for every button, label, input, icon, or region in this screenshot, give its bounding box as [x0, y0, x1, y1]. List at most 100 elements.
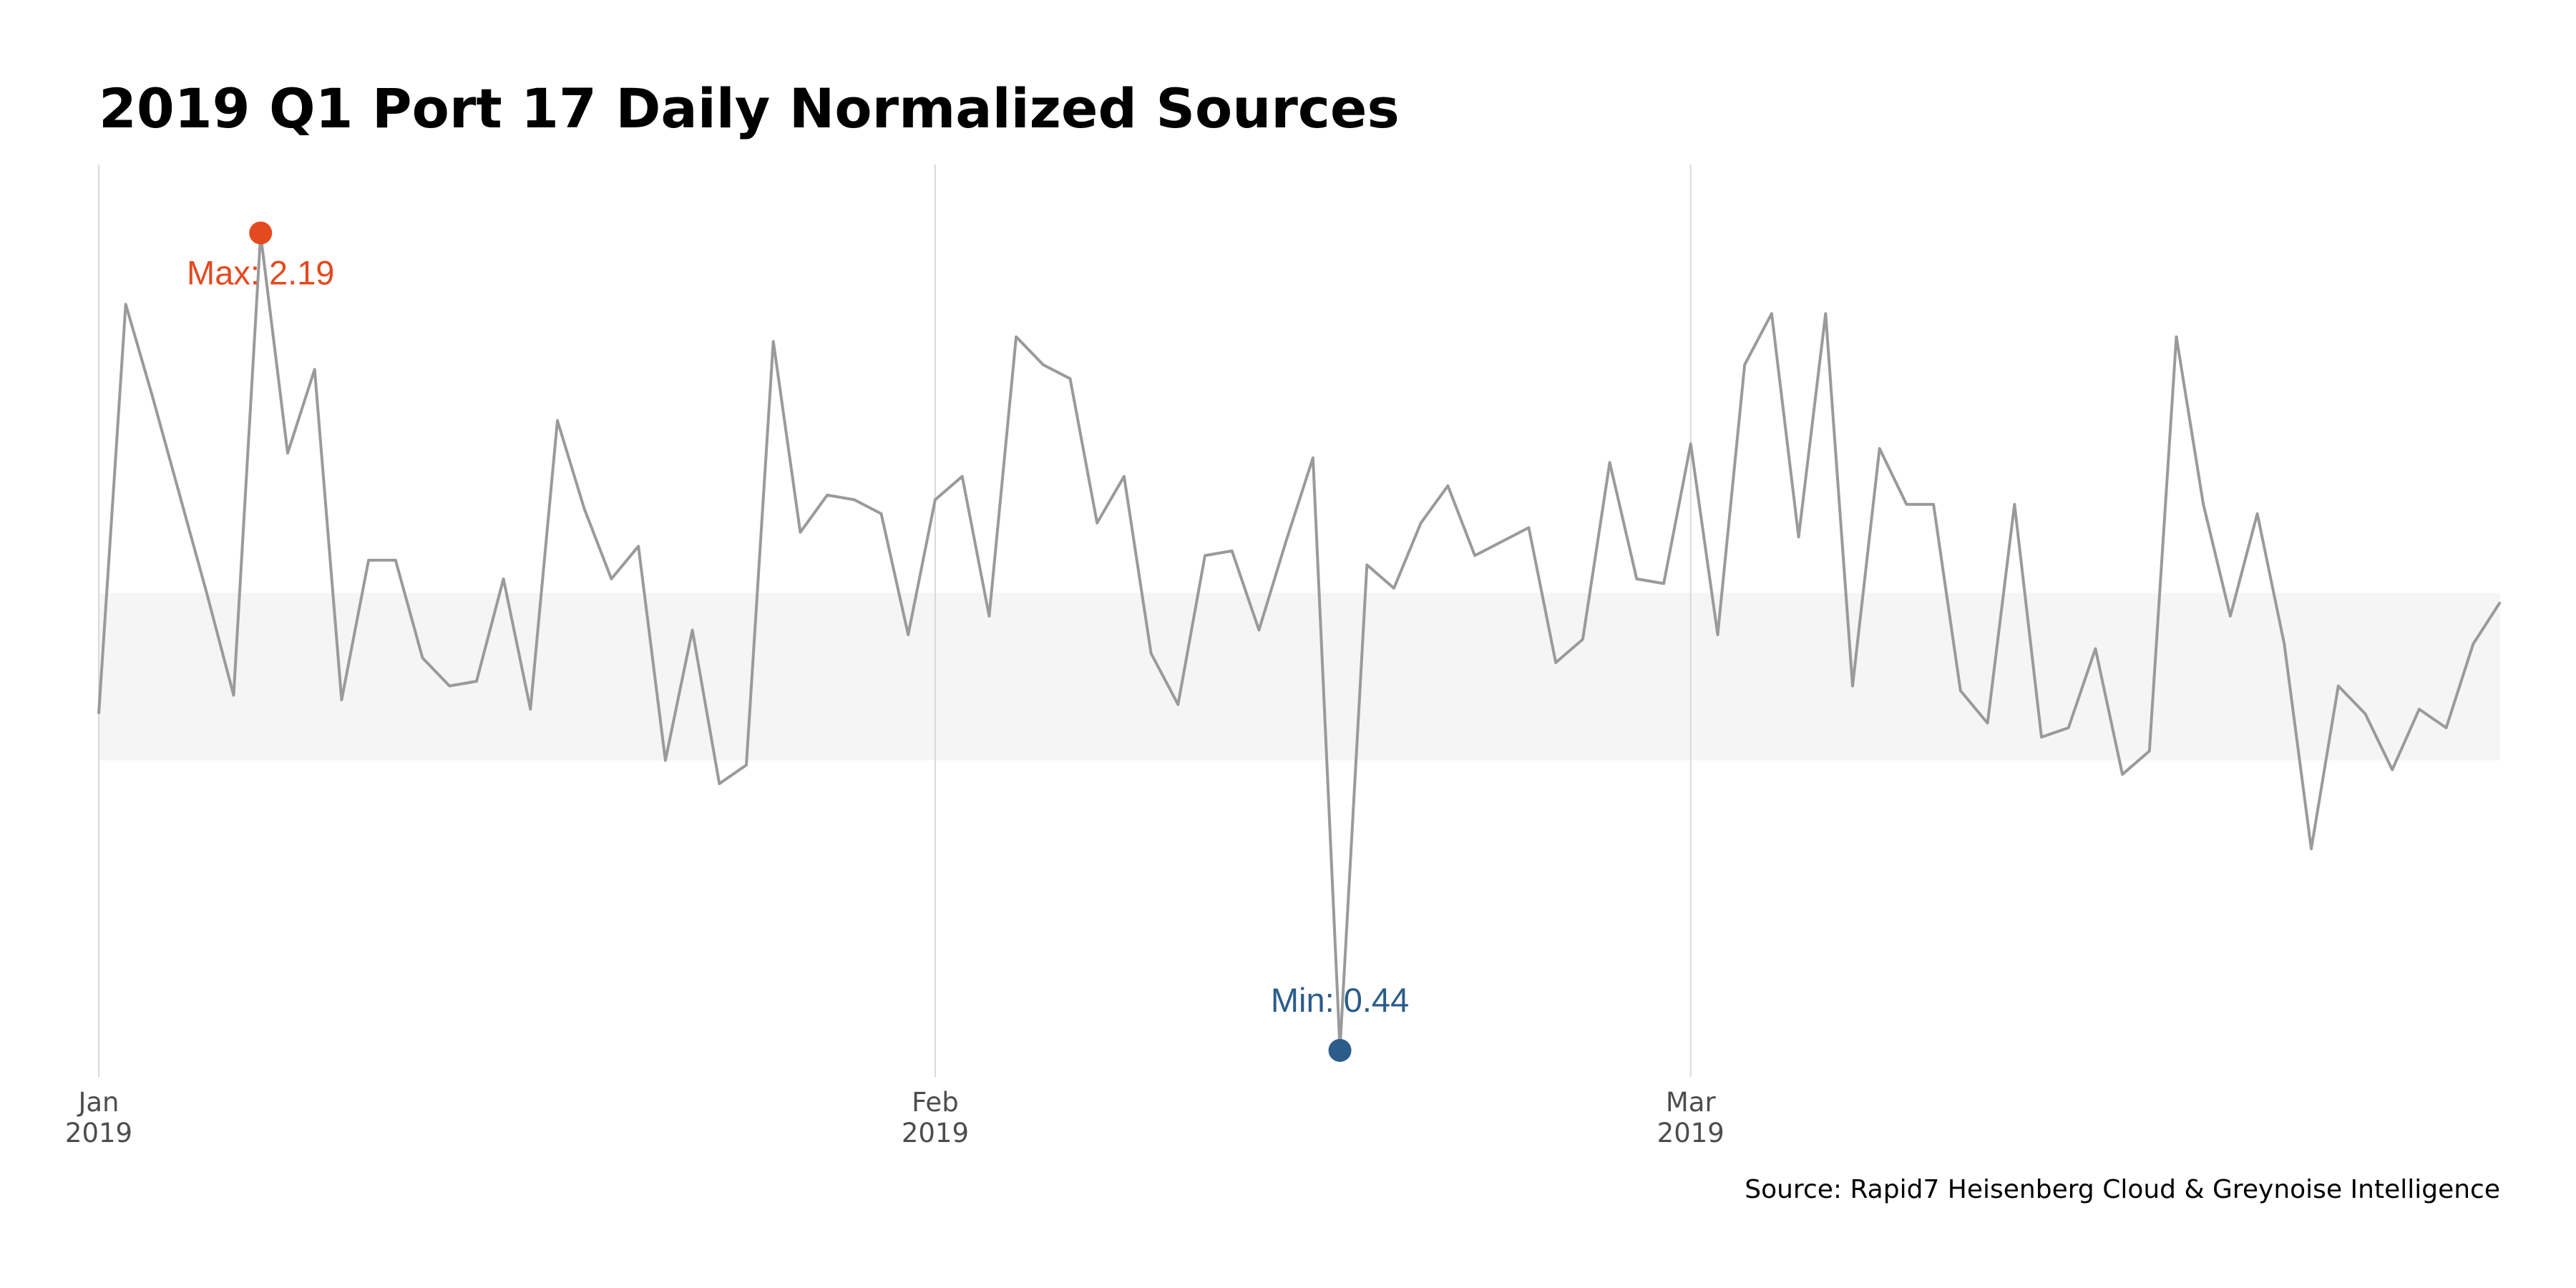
data-point [1068, 376, 1073, 381]
data-point [1662, 582, 1666, 586]
data-point [1014, 335, 1018, 339]
data-point [1634, 577, 1639, 581]
data-point [1742, 363, 1747, 367]
data-point [1392, 586, 1396, 590]
data-point [1445, 484, 1450, 488]
data-point [177, 493, 182, 497]
data-point [1689, 441, 1693, 446]
data-point [609, 577, 613, 581]
data-point [2147, 749, 2152, 753]
data-point [2471, 642, 2475, 646]
data-point [394, 558, 398, 562]
data-point [1203, 553, 1207, 557]
data-point [2417, 707, 2421, 711]
data-point [339, 698, 343, 702]
chart-caption: Source: Rapid7 Heisenberg Cloud & Greyno… [1745, 1175, 2500, 1204]
x-tick-month-label: Jan [77, 1087, 119, 1118]
data-point [825, 493, 829, 497]
data-point [717, 781, 721, 786]
data-point [1149, 651, 1153, 655]
data-point [1931, 502, 1936, 507]
data-point [1176, 703, 1180, 707]
data-point [879, 512, 884, 516]
data-point [744, 763, 748, 767]
data-point [960, 474, 965, 479]
x-tick-month-label: Feb [912, 1087, 959, 1118]
data-point [2175, 335, 2179, 339]
data-point [636, 544, 640, 548]
data-point [1581, 638, 1585, 642]
data-point [798, 530, 802, 535]
data-point [421, 656, 425, 660]
data-point [232, 693, 236, 698]
data-point [502, 577, 506, 581]
data-point [933, 497, 937, 502]
x-tick-year-label: 2019 [1657, 1118, 1724, 1148]
data-point [286, 451, 290, 455]
data-point [987, 614, 991, 618]
data-point [1958, 688, 1963, 693]
data-point [2363, 712, 2368, 716]
normal-range-band [99, 592, 2500, 761]
data-point [691, 628, 695, 633]
data-point [2282, 642, 2286, 646]
data-point [1797, 535, 1801, 539]
data-point [124, 302, 128, 306]
data-point [1257, 628, 1261, 633]
data-point [555, 419, 560, 423]
data-point [2228, 614, 2233, 618]
data-point [2255, 512, 2260, 516]
data-point [906, 633, 910, 637]
chart-title: 2019 Q1 Port 17 Daily Normalized Sources [99, 77, 1400, 140]
data-point [852, 497, 857, 502]
data-point [1311, 456, 1315, 460]
data-point [1500, 540, 1504, 544]
data-point [97, 712, 101, 716]
data-point [447, 684, 452, 688]
data-point [1284, 540, 1288, 544]
min-point-marker [1328, 1038, 1352, 1062]
data-point [771, 339, 776, 343]
data-point [2201, 502, 2205, 507]
data-point [1878, 447, 1882, 451]
data-point [1095, 521, 1099, 525]
data-point [1473, 553, 1477, 557]
data-point [1419, 521, 1423, 525]
data-point [1230, 549, 1234, 553]
data-point [366, 558, 371, 562]
data-point [150, 395, 155, 399]
data-point [1527, 525, 1531, 530]
data-point [1986, 721, 1990, 726]
data-point [313, 367, 317, 371]
data-point [2093, 647, 2097, 651]
vertical-gridlines [98, 165, 1692, 1077]
min-point-label: Min: 0.44 [1271, 981, 1409, 1019]
data-point [1716, 633, 1720, 637]
x-tick-month-label: Mar [1666, 1087, 1717, 1118]
data-point [1770, 311, 1774, 316]
data-point [582, 507, 587, 511]
data-point [1608, 460, 1612, 464]
data-point [1850, 684, 1855, 688]
series-line [97, 233, 2502, 1050]
data-point [1041, 363, 1045, 367]
max-point-marker [249, 221, 273, 245]
data-point [663, 758, 668, 763]
data-point [528, 707, 532, 711]
x-tick-year-label: 2019 [65, 1118, 132, 1148]
data-point [205, 591, 209, 595]
data-point [2067, 726, 2071, 730]
data-point [1122, 474, 1126, 479]
data-point [2336, 684, 2341, 688]
data-point [2309, 847, 2313, 851]
data-point [1365, 562, 1369, 567]
data-point [1553, 660, 1558, 665]
data-point [1823, 311, 1828, 316]
max-point-label: Max: 2.19 [187, 254, 334, 292]
data-point [2498, 600, 2502, 605]
data-point [2390, 768, 2394, 772]
data-point [2120, 772, 2124, 776]
data-point [474, 679, 479, 683]
